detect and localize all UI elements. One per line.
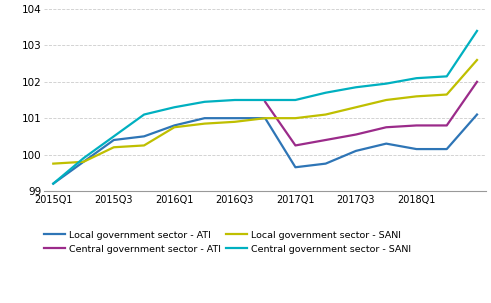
Legend: Local government sector - ATI, Central government sector - ATI, Local government: Local government sector - ATI, Central g… bbox=[44, 231, 411, 254]
